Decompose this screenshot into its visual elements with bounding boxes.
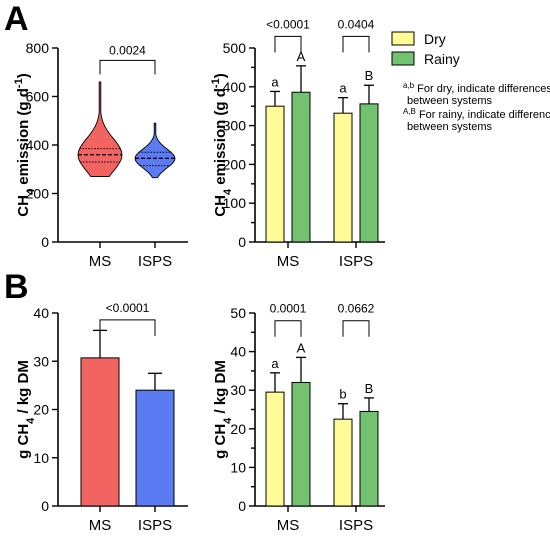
comparison-bracket (274, 35, 302, 53)
significance-letter: b (339, 387, 346, 402)
chart-b-left: 0 10 20 30 40 g CH4 / kg DM MS ISPS <0.0001 (15, 301, 188, 534)
bar-dry-ms (265, 391, 285, 507)
legend-note-line2: between systems (407, 95, 492, 107)
x-tick-label: MS (89, 517, 112, 534)
significance-letter: A (297, 49, 306, 64)
y-tick-label: 0 (238, 498, 246, 514)
x-tick-label: ISPS (138, 517, 172, 534)
comparison-bracket (99, 59, 156, 75)
significance-letter: B (365, 381, 374, 396)
y-axis-label: CH4 emission (g d-1) (210, 73, 234, 216)
p-value-label: 0.0404 (338, 17, 375, 31)
y-tick-label: 30 (230, 382, 246, 398)
comparison-bracket (342, 320, 370, 337)
y-tick-label: 500 (223, 40, 247, 56)
bar-rainy-ms (291, 91, 311, 243)
y-axis-label: g CH4 / kg DM (15, 360, 37, 459)
bar-rainy-ms (291, 381, 311, 507)
y-tick-label: 100 (223, 195, 247, 211)
significance-letter: B (365, 68, 374, 83)
bar-dry-ms (265, 105, 285, 243)
y-tick-label: 0 (41, 234, 49, 250)
p-value-label: 0.0024 (109, 43, 146, 57)
x-tick-label: MS (277, 517, 300, 534)
y-tick-label: 400 (223, 79, 247, 95)
x-tick-label: ISPS (339, 517, 373, 534)
y-tick-label: 10 (33, 450, 49, 466)
y-tick-label: 10 (230, 459, 246, 475)
bar-rainy-isps (359, 103, 379, 243)
legend-note-line2: between systems (407, 121, 492, 133)
y-tick-label: 30 (33, 353, 49, 369)
bar-rainy-isps (359, 410, 379, 507)
x-tick-label: ISPS (339, 253, 373, 270)
y-tick-label: 40 (33, 305, 49, 321)
bar-isps (135, 389, 175, 507)
y-tick-label: 50 (230, 305, 246, 321)
y-tick-label: 0 (41, 498, 49, 514)
y-tick-label: 600 (26, 89, 50, 105)
x-tick-label: MS (89, 253, 112, 270)
violin-isps (134, 122, 176, 179)
legend-label-dry: Dry (424, 31, 446, 47)
y-tick-label: 20 (230, 421, 246, 437)
p-value-label: 0.0662 (338, 302, 375, 316)
significance-letter: a (271, 356, 279, 371)
bar-ms (80, 357, 120, 507)
y-tick-label: 200 (26, 186, 50, 202)
violin-ms (77, 81, 123, 177)
significance-letter: a (271, 74, 279, 89)
p-value-label: <0.0001 (106, 301, 150, 315)
bar-dry-isps (333, 418, 353, 507)
comparison-bracket (342, 35, 370, 53)
y-tick-label: 40 (230, 344, 246, 360)
y-tick-label: 800 (26, 40, 50, 56)
x-tick-label: MS (277, 253, 300, 270)
significance-letter: a (339, 81, 347, 96)
legend: Dry Rainy a,b For dry, indicate difference… (391, 31, 550, 133)
y-tick-label: 20 (33, 402, 49, 418)
y-axis-label: g CH4 / kg DM (212, 360, 234, 459)
bar-dry-isps (333, 112, 353, 243)
chart-a-right: 0 100 200 300 400 500 CH4 emission (g d-1) MS IS… (210, 17, 385, 270)
legend-swatch-dry (391, 31, 415, 46)
legend-note: a,b For dry, indicate differences (403, 81, 550, 96)
comparison-bracket (274, 320, 302, 337)
legend-label-rainy: Rainy (424, 51, 460, 67)
p-value-label: <0.0001 (266, 17, 310, 31)
significance-letter: A (297, 340, 306, 355)
y-axis-label: CH4 emission (g d-1) (13, 73, 37, 216)
y-tick-label: 0 (238, 234, 246, 250)
y-tick-label: 400 (26, 137, 50, 153)
legend-swatch-rainy (391, 51, 415, 66)
panel-label-b: B (4, 268, 29, 306)
x-tick-label: ISPS (138, 253, 172, 270)
legend-note: A,B For rainy, indicate differences (403, 107, 550, 122)
chart-b-right: 0 10 20 30 40 50 g CH4 / kg DM MS ISPS a b A B 0.0001… (212, 302, 385, 534)
p-value-label: 0.0001 (270, 302, 307, 316)
panel-label-a: A (4, 0, 29, 38)
chart-a-left: 0 200 400 600 800 CH4 emission (g d-1) MS ISPS 0… (13, 40, 188, 270)
comparison-bracket (99, 319, 156, 336)
y-tick-label: 200 (223, 156, 247, 172)
y-tick-label: 300 (223, 118, 247, 134)
